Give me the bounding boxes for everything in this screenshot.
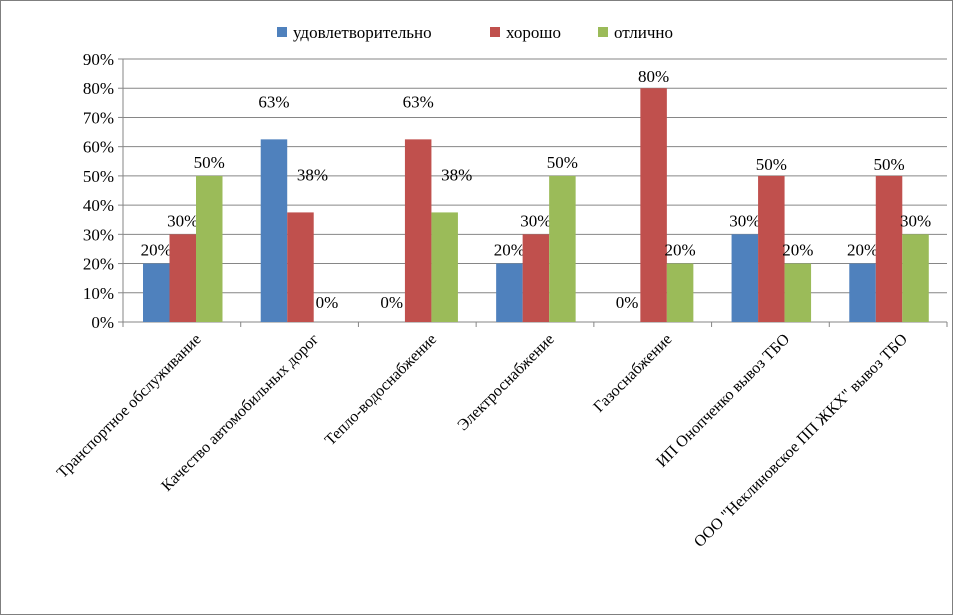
category-label: ИП Онопченко вывоз ТБО xyxy=(653,331,793,471)
data-label: 20% xyxy=(494,241,525,260)
legend-swatch xyxy=(598,27,608,37)
bar xyxy=(640,88,667,322)
category-label: ООО "Неклиновское ПП ЖКХ" вывоз ТБО xyxy=(691,331,911,551)
data-label: 0% xyxy=(316,293,339,312)
data-label: 50% xyxy=(756,155,787,174)
bar xyxy=(496,263,523,322)
data-label: 30% xyxy=(729,211,760,230)
y-tick-label: 10% xyxy=(83,284,114,303)
y-tick-label: 20% xyxy=(83,255,114,274)
y-tick-label: 50% xyxy=(83,167,114,186)
data-label: 20% xyxy=(782,241,813,260)
bar xyxy=(169,234,196,322)
data-label: 20% xyxy=(665,241,696,260)
bar xyxy=(849,263,876,322)
y-tick-label: 80% xyxy=(83,79,114,98)
bar xyxy=(260,139,288,322)
bar xyxy=(666,263,694,322)
category-label: Электроснабжение xyxy=(454,331,557,434)
data-label: 63% xyxy=(403,92,434,111)
bar xyxy=(404,139,432,322)
bar xyxy=(431,212,458,322)
bar xyxy=(196,175,223,322)
data-label: 20% xyxy=(141,241,172,260)
data-label: 63% xyxy=(258,92,289,111)
data-label: 30% xyxy=(167,211,198,230)
data-label: 0% xyxy=(380,293,403,312)
legend-entry: хорошо xyxy=(506,23,561,42)
data-label: 30% xyxy=(520,211,551,230)
data-label: 38% xyxy=(297,165,328,184)
bar xyxy=(522,234,550,322)
y-tick-label: 40% xyxy=(83,196,114,215)
y-tick-label: 60% xyxy=(83,138,114,157)
category-label: Газоснабжение xyxy=(591,331,676,416)
data-label: 0% xyxy=(616,293,639,312)
bar xyxy=(758,175,785,322)
bar xyxy=(875,175,903,322)
data-label: 80% xyxy=(638,67,669,86)
bar xyxy=(902,234,929,322)
y-tick-label: 0% xyxy=(91,313,114,332)
legend-entry: отлично xyxy=(614,23,673,42)
bar xyxy=(143,263,170,322)
data-label: 30% xyxy=(900,211,931,230)
bar xyxy=(287,212,314,322)
y-tick-label: 70% xyxy=(83,108,114,127)
data-label: 20% xyxy=(847,241,878,260)
data-label: 50% xyxy=(194,153,225,172)
data-label: 50% xyxy=(547,153,578,172)
data-label: 38% xyxy=(441,165,472,184)
legend-swatch xyxy=(277,27,287,37)
legend-entry: удовлетворительно xyxy=(293,23,432,42)
legend-swatch xyxy=(490,27,500,37)
bar xyxy=(549,175,576,322)
data-label: 50% xyxy=(873,155,904,174)
bar xyxy=(731,234,759,322)
y-tick-label: 90% xyxy=(83,50,114,69)
category-label: Тепло-водоснабжение xyxy=(322,331,440,449)
y-tick-label: 30% xyxy=(83,225,114,244)
bar xyxy=(784,263,812,322)
